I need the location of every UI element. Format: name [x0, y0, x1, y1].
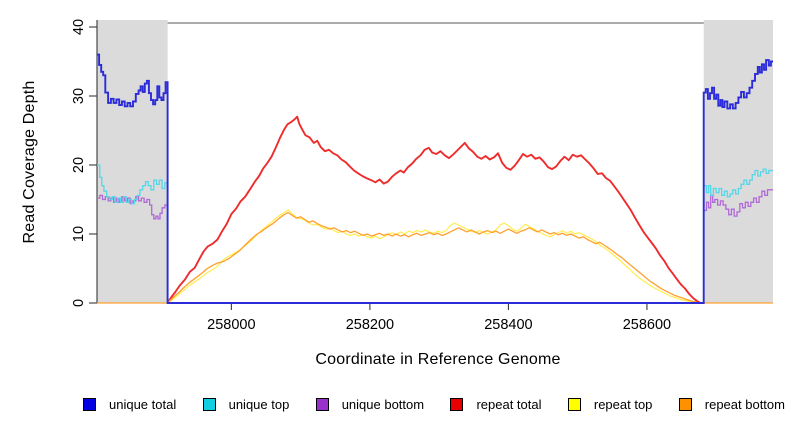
legend-swatch-icon	[567, 397, 581, 411]
legend-label: repeat top	[593, 396, 653, 412]
x-tick-label: 258400	[484, 317, 532, 333]
legend-item-repeat-top: repeat top	[567, 396, 653, 412]
x-tick-label: 258600	[623, 317, 671, 333]
legend-label: unique bottom	[341, 396, 425, 412]
y-tick-label: 0	[71, 299, 87, 307]
legend-item-unique-bottom: unique bottom	[315, 396, 425, 412]
x-axis-label: Coordinate in Reference Genome	[315, 351, 561, 368]
series-line-unique-total	[97, 53, 773, 304]
series-line-repeat-top	[167, 209, 700, 304]
x-tick-label: 258000	[207, 317, 255, 333]
legend-swatch-icon	[678, 397, 692, 411]
legend-item-repeat-bottom: repeat bottom	[678, 396, 785, 412]
series-line-repeat-bottom	[97, 211, 773, 304]
masked-region	[97, 20, 168, 303]
legend-label: repeat bottom	[704, 396, 785, 412]
legend-swatch-icon	[315, 397, 329, 411]
x-tick-label: 258200	[346, 317, 394, 333]
series-line-unique-bottom	[97, 189, 773, 304]
legend-label: unique top	[228, 396, 290, 412]
y-tick-label: 30	[71, 88, 87, 104]
y-tick-label: 40	[71, 19, 87, 35]
y-tick-label: 20	[71, 157, 87, 173]
legend-label: repeat total	[476, 396, 542, 412]
series-line-repeat-total	[166, 115, 701, 304]
legend-item-repeat-total: repeat total	[450, 396, 542, 412]
legend-item-unique-total: unique total	[83, 397, 176, 412]
masked-region	[703, 20, 773, 303]
y-tick-label: 10	[71, 226, 87, 242]
y-axis-label: Read Coverage Depth	[21, 80, 38, 244]
chart-svg: 258000 258200 258400 258600 0 10 20 30 40	[71, 19, 773, 333]
legend-swatch-icon	[450, 397, 464, 411]
legend-label: unique total	[109, 396, 177, 412]
legend-swatch-icon	[202, 397, 216, 411]
legend: unique total unique top unique bottom repea…	[83, 394, 785, 414]
legend-item-unique-top: unique top	[202, 396, 290, 412]
legend-swatch-icon	[83, 397, 96, 411]
